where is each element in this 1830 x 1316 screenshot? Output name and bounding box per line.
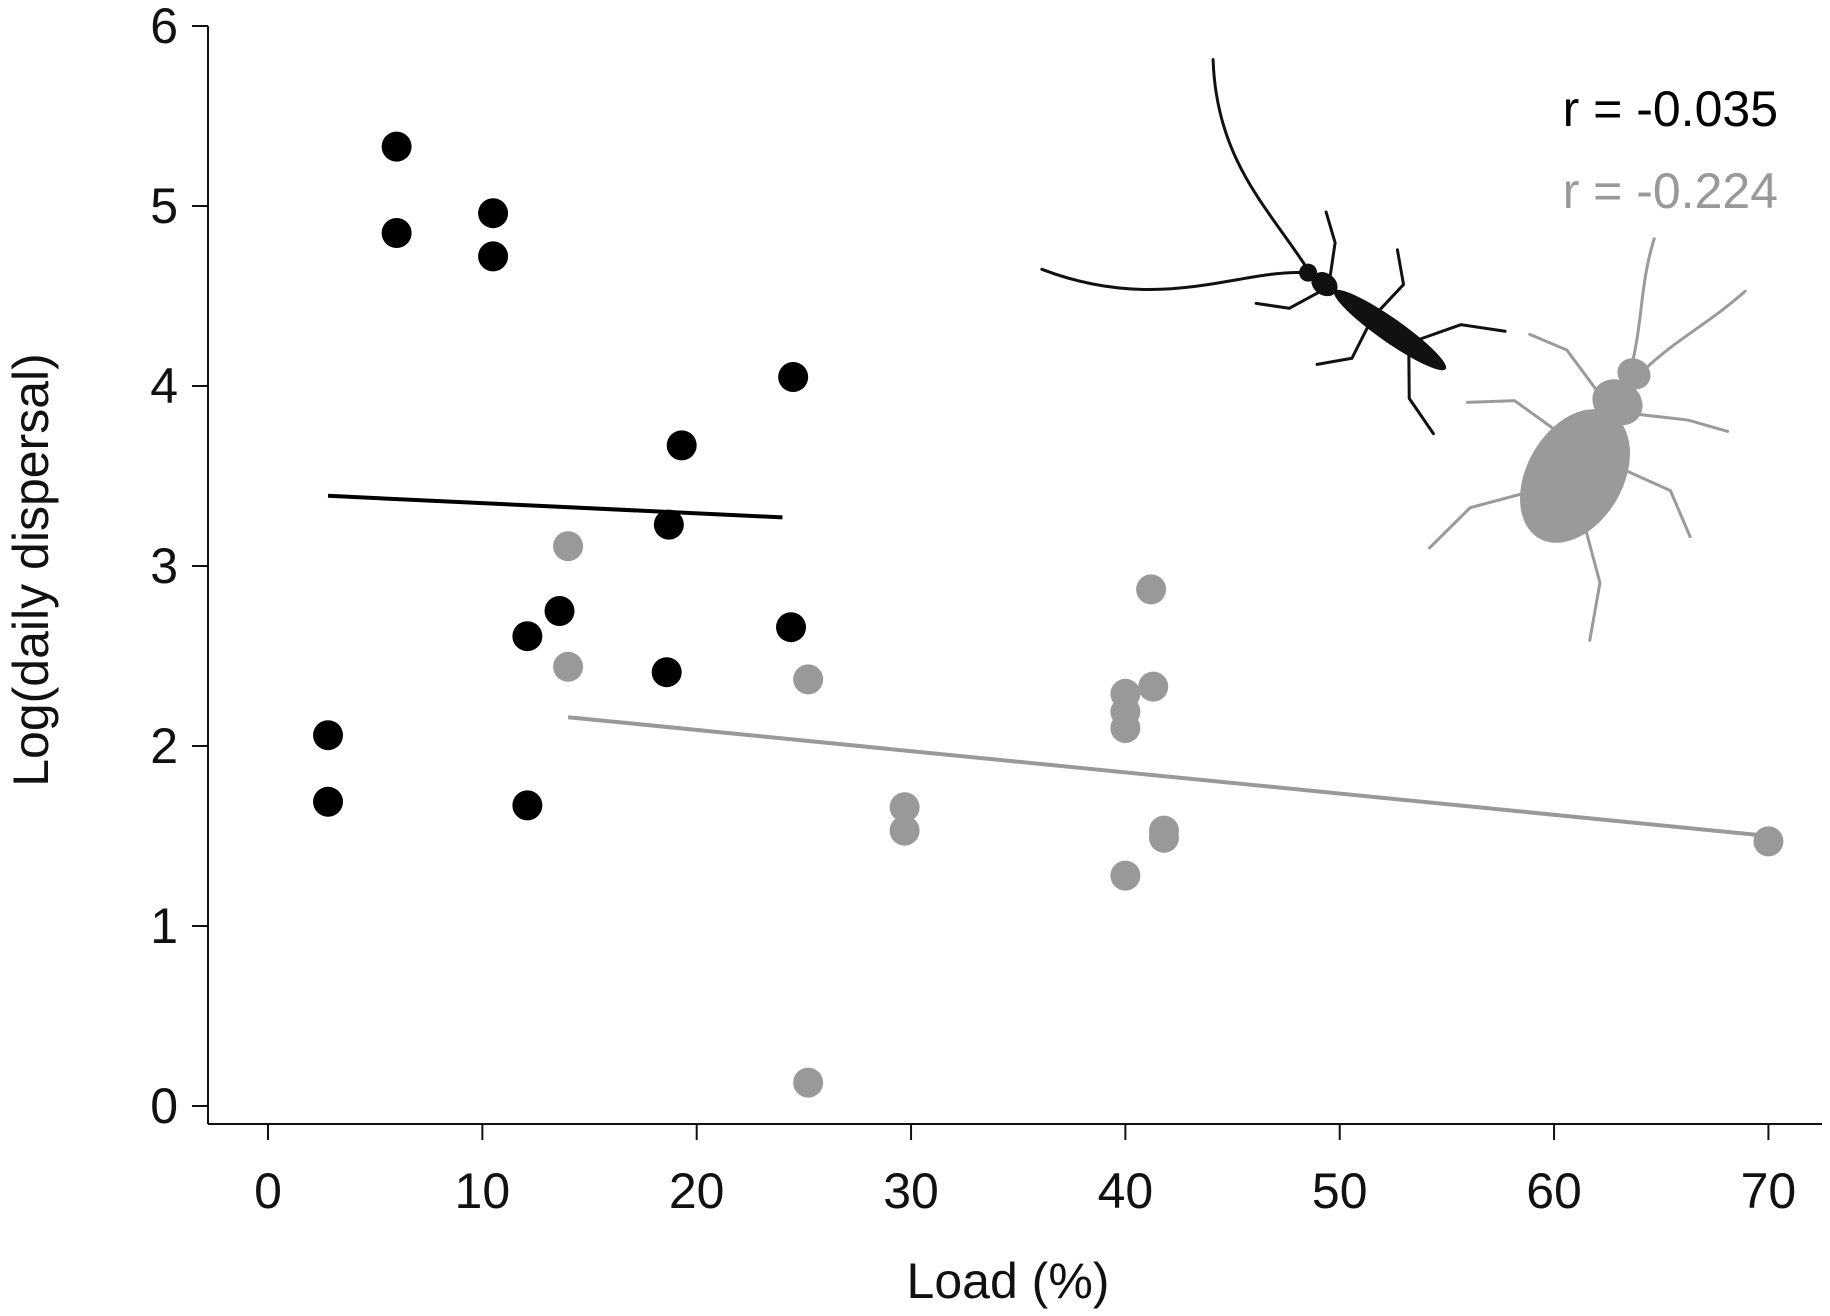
data-point-black <box>381 218 412 248</box>
data-point-black <box>778 362 809 392</box>
x-tick-label: 50 <box>1312 1163 1368 1219</box>
longhorn-beetle-icon <box>1040 58 1507 436</box>
data-point-black <box>313 720 344 751</box>
data-point-black <box>651 657 682 688</box>
data-point-grey <box>889 815 920 846</box>
x-tick-label: 10 <box>455 1163 511 1219</box>
y-axis-title: Log(daily dispersal) <box>3 353 59 787</box>
data-point-grey <box>1148 822 1179 853</box>
x-tick-label: 60 <box>1526 1163 1582 1219</box>
data-point-black <box>478 241 509 272</box>
data-point-grey <box>793 664 824 695</box>
r-annotation-grey: r = -0.224 <box>1563 163 1778 219</box>
x-tick-label: 20 <box>669 1163 725 1219</box>
data-point-black <box>512 621 543 652</box>
y-tick-label: 4 <box>150 358 178 414</box>
data-point-black <box>666 430 697 461</box>
y-tick-label: 5 <box>150 178 178 234</box>
data-point-grey <box>1110 860 1141 891</box>
x-tick-label: 30 <box>883 1163 939 1219</box>
data-point-grey <box>553 531 584 562</box>
data-point-grey <box>1753 826 1784 857</box>
y-tick-label: 1 <box>150 898 178 954</box>
trend-line-black <box>327 493 783 520</box>
x-tick-label: 0 <box>254 1163 282 1219</box>
trend-line-grey <box>567 715 1769 838</box>
data-point-black <box>512 790 543 821</box>
y-tick-label: 6 <box>150 0 178 54</box>
data-point-grey <box>1110 713 1141 743</box>
data-point-black <box>478 198 509 229</box>
ground-beetle-icon <box>1428 237 1747 642</box>
y-tick-label: 2 <box>150 718 178 774</box>
x-tick-label: 40 <box>1098 1163 1154 1219</box>
x-tick-label: 70 <box>1741 1163 1797 1219</box>
y-tick-label: 0 <box>150 1078 178 1134</box>
data-point-black <box>776 612 807 643</box>
y-tick-label: 3 <box>150 538 178 594</box>
axes <box>207 26 1822 1125</box>
trend-lines <box>327 493 1769 838</box>
x-ticks: 0 10 20 30 40 50 60 70 <box>254 1124 1796 1219</box>
data-point-grey <box>889 792 920 823</box>
data-points <box>313 131 1784 1098</box>
data-point-grey <box>553 651 584 682</box>
r-annotation-black: r = -0.035 <box>1563 81 1778 137</box>
x-axis-title: Load (%) <box>907 1253 1110 1309</box>
data-point-black <box>544 596 575 626</box>
y-ticks: 0 1 2 3 4 5 6 <box>150 0 208 1134</box>
data-point-grey <box>1138 671 1169 702</box>
data-point-grey <box>793 1067 824 1098</box>
data-point-black <box>313 786 344 817</box>
data-point-black <box>653 509 684 540</box>
data-point-grey <box>1136 574 1167 605</box>
data-point-black <box>381 131 412 162</box>
